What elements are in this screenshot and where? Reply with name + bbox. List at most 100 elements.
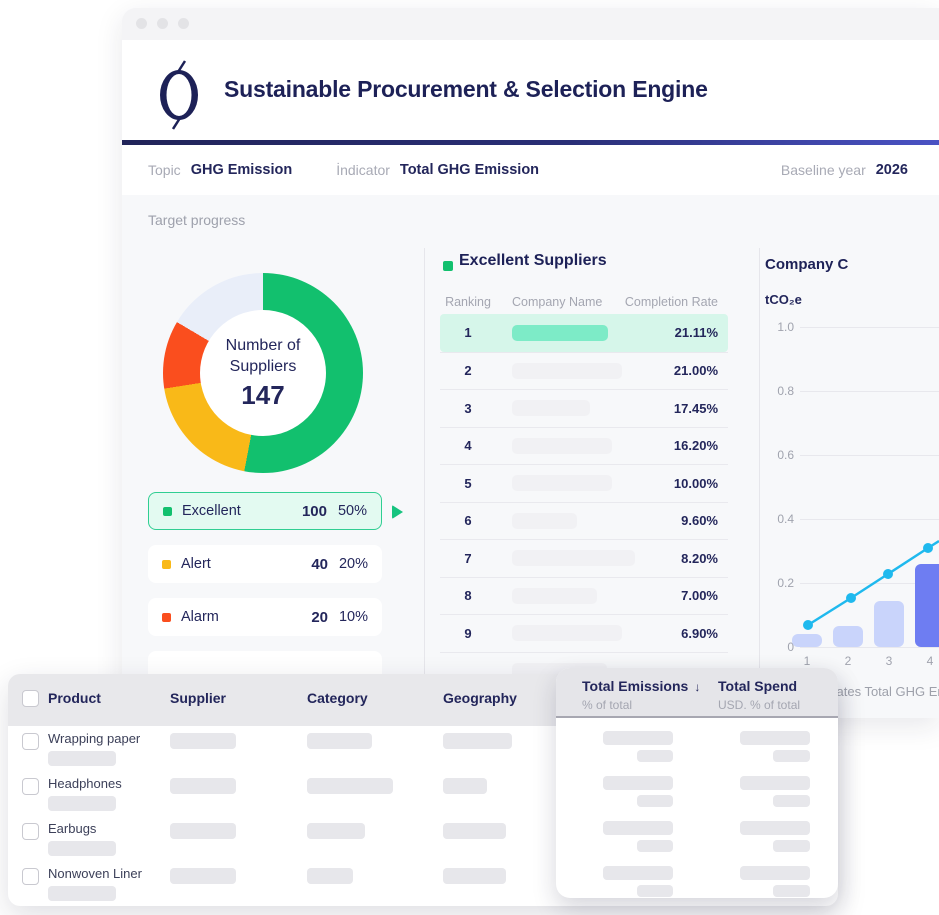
- placeholder: [48, 751, 116, 766]
- rank-cell: 1: [464, 325, 472, 341]
- supplier-row-6[interactable]: 6 9.60%: [440, 501, 728, 540]
- topic-select[interactable]: GHG Emission: [190, 162, 293, 178]
- emissions-sub-placeholder: [637, 750, 673, 762]
- supplier-row-5[interactable]: 5 10.00%: [440, 464, 728, 502]
- window-control-maximize[interactable]: [178, 18, 189, 29]
- bar-3: [874, 601, 904, 647]
- company-name-placeholder: [512, 437, 612, 454]
- placeholder: [48, 841, 116, 856]
- supplier-row-7[interactable]: 7 8.20%: [440, 539, 728, 577]
- legend-item-alert[interactable]: Alert 40 20%: [148, 545, 382, 583]
- window-control-close[interactable]: [136, 18, 147, 29]
- app-header: Sustainable Procurement & Selection Engi…: [122, 40, 939, 140]
- supplier-row-9[interactable]: 9 6.90%: [440, 614, 728, 652]
- supplier-row-4[interactable]: 4 16.20%: [440, 426, 728, 465]
- col-total-spend-sub: USD. % of total: [718, 698, 801, 712]
- y-tick: 0.8: [777, 384, 794, 398]
- category-placeholder: [307, 823, 365, 839]
- gridline: [800, 455, 939, 456]
- company-name-placeholder: [512, 362, 622, 379]
- donut-center-label: Number of: [225, 337, 301, 354]
- y-tick: 0: [787, 640, 794, 654]
- row-checkbox[interactable]: [22, 868, 39, 885]
- suppliers-table-header: Ranking Company Name Completion Rate: [440, 295, 728, 309]
- gridline: [800, 391, 939, 392]
- window-control-minimize[interactable]: [157, 18, 168, 29]
- indicator-label: İndicator: [336, 162, 390, 178]
- alarm-swatch-icon: [162, 612, 171, 622]
- emissions-placeholder: [603, 731, 673, 745]
- legend-item-excellent[interactable]: Excellent 100 50%: [148, 492, 382, 530]
- geography-placeholder: [443, 733, 512, 749]
- supplier-row-2[interactable]: 2 21.00%: [440, 351, 728, 390]
- company-name-placeholder: [512, 512, 577, 529]
- col-supplier: Supplier: [170, 690, 227, 706]
- emissions-trend-line: [803, 539, 939, 630]
- spend-placeholder: [740, 866, 810, 880]
- dashboard-window: Sustainable Procurement & Selection Engi…: [122, 8, 939, 718]
- rate-cell: 21.00%: [673, 363, 718, 379]
- rank-cell: 9: [464, 625, 472, 641]
- emissions-spend-row: [556, 816, 838, 861]
- gridline: [800, 327, 939, 328]
- spend-sub-placeholder: [773, 795, 810, 807]
- spend-placeholder: [740, 821, 810, 835]
- x-tick: 2: [844, 654, 852, 668]
- supplier-placeholder: [170, 733, 236, 749]
- app-logo-icon: [160, 60, 198, 130]
- company-name-placeholder: [512, 550, 635, 567]
- emissions-spend-row: [556, 771, 838, 816]
- filter-bar: Topic GHG Emission İndicator Total GHG E…: [122, 145, 939, 195]
- legend-expand-arrow-icon[interactable]: [392, 505, 403, 519]
- emissions-spend-row: [556, 726, 838, 771]
- geography-placeholder: [443, 778, 487, 794]
- category-placeholder: [307, 778, 393, 794]
- legend-label: Alert: [181, 556, 211, 572]
- suppliers-table-body: 1 21.11% 2 21.00% 3 17.45% 4 16.20% 5: [440, 314, 728, 689]
- category-placeholder: [307, 733, 372, 749]
- baseline-year-select[interactable]: 2026: [875, 162, 908, 178]
- legend-item-alarm[interactable]: Alarm 20 10%: [148, 598, 382, 636]
- bar-4: [915, 564, 939, 647]
- emissions-sub-placeholder: [637, 795, 673, 807]
- emissions-placeholder: [603, 821, 673, 835]
- product-name: Wrapping paper: [48, 731, 141, 746]
- company-name-placeholder: [512, 587, 597, 604]
- x-tick: 1: [803, 654, 811, 668]
- emissions-spend-row: [556, 861, 838, 906]
- product-row-headphones[interactable]: Headphones: [8, 771, 838, 816]
- y-tick: 0.4: [777, 512, 794, 526]
- row-checkbox[interactable]: [22, 733, 39, 750]
- rate-cell: 9.60%: [681, 513, 718, 529]
- emissions-placeholder: [603, 866, 673, 880]
- product-row-earbugs[interactable]: Earbugs: [8, 816, 838, 861]
- product-row-nonwoven-liner[interactable]: Nonwoven Liner: [8, 861, 838, 906]
- suppliers-donut-chart[interactable]: Number of Suppliers 147: [163, 273, 363, 473]
- company-name-placeholder: [512, 625, 622, 642]
- indicator-select[interactable]: Total GHG Emission: [399, 162, 540, 178]
- supplier-row-3[interactable]: 3 17.45%: [440, 389, 728, 427]
- emissions-sub-placeholder: [637, 840, 673, 852]
- emissions-spend-header: Total Emissions ↓ % of total Total Spend …: [556, 668, 838, 718]
- legend-pct: 50%: [337, 503, 367, 519]
- geography-placeholder: [443, 868, 506, 884]
- donut-center: Number of Suppliers 147: [200, 310, 326, 436]
- col-total-emissions-sort[interactable]: Total Emissions ↓: [582, 678, 700, 694]
- donut-center-value: 147: [241, 380, 285, 410]
- rate-cell: 21.11%: [674, 325, 718, 341]
- spend-placeholder: [740, 776, 810, 790]
- window-titlebar: [122, 8, 939, 40]
- category-placeholder: [307, 868, 353, 884]
- supplier-row-1[interactable]: 1 21.11%: [440, 314, 728, 352]
- product-row-wrapping-paper[interactable]: Wrapping paper: [8, 726, 838, 771]
- col-ranking: Ranking: [445, 295, 491, 309]
- page-title: Sustainable Procurement & Selection Engi…: [224, 76, 708, 102]
- col-total-spend[interactable]: Total Spend: [718, 678, 798, 694]
- select-all-checkbox[interactable]: [22, 690, 39, 707]
- row-checkbox[interactable]: [22, 778, 39, 795]
- sort-desc-icon: ↓: [694, 680, 701, 694]
- supplier-row-8[interactable]: 8 7.00%: [440, 576, 728, 615]
- col-completion-rate: Completion Rate: [624, 295, 718, 309]
- row-checkbox[interactable]: [22, 823, 39, 840]
- spend-sub-placeholder: [773, 840, 810, 852]
